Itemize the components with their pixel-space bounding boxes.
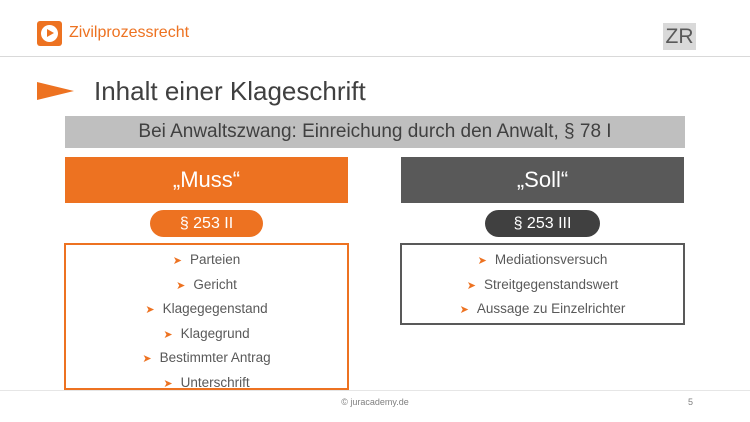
slide-header: Zivilprozessrecht ZR	[0, 0, 750, 57]
title-arrow-icon	[37, 82, 74, 100]
list-item-label: Aussage zu Einzelrichter	[476, 301, 626, 316]
banner: Bei Anwaltszwang: Einreichung durch den …	[65, 116, 685, 148]
arrowhead-bullet-icon: ➤	[172, 255, 182, 267]
arrowhead-bullet-icon: ➤	[466, 279, 476, 292]
list-item: ➤ Bestimmter Antrag	[66, 346, 347, 371]
soll-list: ➤ Mediationsversuch ➤ Streitgegenstandswer…	[402, 245, 683, 322]
muss-list: ➤ Parteien ➤ Gericht ➤ Klagegegenstand ➤ Kla…	[66, 245, 347, 395]
list-item-label: Bestimmter Antrag	[159, 350, 271, 365]
muss-list-box: ➤ Parteien ➤ Gericht ➤ Klagegegenstand ➤ Kla…	[64, 243, 349, 390]
arrowhead-bullet-icon: ➤	[163, 328, 173, 341]
list-item-label: Klagegrund	[180, 325, 250, 341]
list-item-label: Mediationsversuch	[494, 252, 608, 267]
arrowhead-bullet-icon: ➤	[142, 353, 152, 365]
list-item: ➤ Gericht	[66, 273, 347, 298]
soll-section-pill: § 253 III	[485, 210, 600, 237]
arrowhead-bullet-icon: ➤	[459, 304, 469, 316]
arrowhead-bullet-icon: ➤	[145, 304, 155, 316]
muss-heading: „Muss“	[65, 157, 348, 203]
list-item-label: Klagegegenstand	[162, 301, 268, 316]
footer-copyright: © juracademy.de	[341, 397, 409, 407]
list-item: ➤ Klagegrund	[66, 322, 347, 347]
zr-badge: ZR	[663, 23, 696, 50]
list-item: ➤ Unterschrift	[66, 371, 347, 396]
footer-divider	[0, 390, 750, 391]
list-item: ➤ Mediationsversuch	[402, 248, 683, 273]
app-title: Zivilprozessrecht	[69, 24, 190, 41]
list-item: ➤ Parteien	[66, 248, 347, 273]
arrowhead-bullet-icon: ➤	[176, 279, 186, 292]
soll-heading: „Soll“	[401, 157, 684, 203]
list-item-label: Streitgegenstandswert	[483, 276, 619, 292]
list-item: ➤ Streitgegenstandswert	[402, 273, 683, 298]
page-number: 5	[688, 397, 694, 407]
list-item: ➤ Klagegegenstand	[66, 297, 347, 322]
muss-section-pill: § 253 II	[150, 210, 263, 237]
arrowhead-bullet-icon: ➤	[163, 377, 173, 390]
list-item: ➤ Aussage zu Einzelrichter	[402, 297, 683, 322]
play-circle-icon	[37, 21, 62, 46]
slide-title: Inhalt einer Klageschrift	[94, 76, 366, 106]
list-item-label: Gericht	[193, 276, 237, 292]
list-item-label: Unterschrift	[180, 374, 250, 390]
list-item-label: Parteien	[189, 252, 241, 267]
arrowhead-bullet-icon: ➤	[477, 255, 487, 267]
soll-list-box: ➤ Mediationsversuch ➤ Streitgegenstandswer…	[400, 243, 685, 325]
